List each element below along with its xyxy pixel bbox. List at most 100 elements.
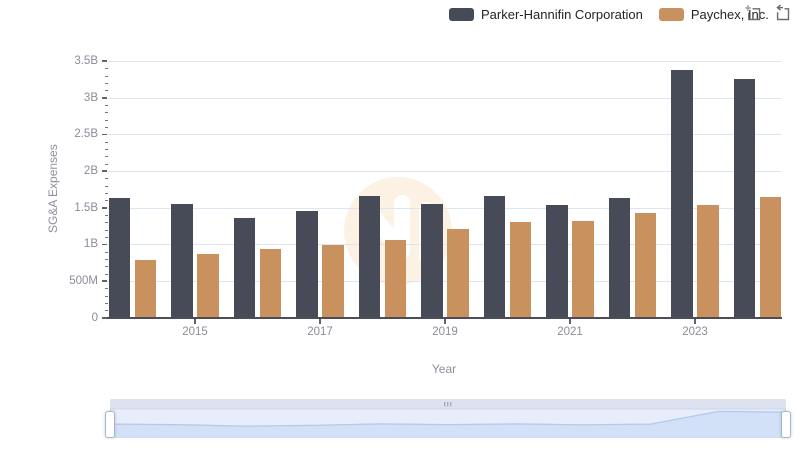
bar-parker-hannifin-2022[interactable] (608, 198, 631, 318)
y-major-tick (102, 243, 107, 246)
x-tick (694, 318, 696, 324)
y-minor-tick (104, 302, 108, 304)
x-tick (444, 318, 446, 324)
bar-paychex-2023[interactable] (697, 205, 719, 318)
y-minor-tick (104, 222, 108, 224)
plot-area: SG&A Expenses 0 500M 1B 1.5B 2B 2.5B 3B 3.5B 20… (46, 54, 782, 376)
y-major-tick (102, 317, 107, 319)
y-minor-tick (104, 90, 108, 92)
bar-parker-hannifin-2017[interactable] (296, 211, 318, 318)
x-tick (194, 318, 196, 324)
grid-line (108, 60, 781, 62)
x-axis-line (107, 316, 782, 319)
y-minor-tick (104, 148, 108, 150)
y-major-tick (102, 280, 107, 282)
y-minor-tick (104, 266, 108, 268)
y-tick-label: 500M (69, 274, 98, 287)
y-minor-tick (104, 119, 108, 121)
bar-parker-hannifin-2023[interactable] (671, 69, 693, 318)
y-minor-tick (104, 288, 108, 290)
navigator-data-shadow-area (110, 411, 786, 438)
bar-paychex-2015[interactable] (197, 253, 219, 318)
bar-parker-hannifin-2021[interactable] (546, 205, 568, 318)
y-tick-label: 1B (83, 238, 98, 251)
grid-line (108, 170, 781, 172)
bar-parker-hannifin-2016[interactable] (233, 217, 256, 318)
y-minor-tick (104, 68, 108, 70)
y-minor-tick (104, 200, 108, 202)
y-minor-tick (104, 236, 108, 238)
navigator-left-handle[interactable] (105, 410, 115, 438)
y-tick-label: 3B (83, 91, 98, 104)
bar-paychex-2019[interactable] (447, 228, 469, 318)
legend-swatch-paychex (658, 7, 684, 21)
y-minor-tick (104, 273, 108, 275)
bar-parker-hannifin-2019[interactable] (421, 203, 443, 318)
y-minor-tick (104, 112, 108, 114)
bar-parker-hannifin-2014[interactable] (108, 198, 131, 318)
bar-parker-hannifin-2024[interactable] (733, 78, 756, 318)
x-tick (569, 318, 571, 324)
x-tick-label: 2021 (557, 326, 583, 338)
grid-line (108, 97, 781, 99)
grid-line (108, 207, 781, 209)
legend-swatch-parker-hannifin (449, 7, 474, 21)
y-minor-tick (104, 251, 108, 253)
y-minor-tick (104, 75, 108, 77)
grid-line (108, 244, 781, 246)
bar-paychex-2020[interactable] (509, 222, 532, 318)
y-minor-tick (104, 229, 108, 231)
y-tick-label: 3.5B (74, 54, 98, 67)
y-minor-tick (104, 156, 108, 158)
y-minor-tick (104, 126, 108, 128)
y-tick-label: 0 (91, 311, 98, 324)
legend-item-parker-hannifin[interactable]: Parker-Hannifin Corporation (449, 7, 643, 22)
y-minor-tick (104, 185, 108, 187)
bar-paychex-2014[interactable] (134, 259, 157, 318)
x-axis-title: Year (431, 362, 457, 376)
y-tick-label: 2.5B (74, 128, 98, 141)
legend-label-parker-hannifin: Parker-Hannifin Corporation (481, 6, 643, 22)
bar-paychex-2018[interactable] (384, 239, 407, 318)
y-minor-tick (104, 310, 108, 312)
move-handle-grip-icon (444, 402, 452, 407)
navigator-right-handle[interactable] (781, 410, 791, 438)
y-minor-tick (104, 82, 108, 84)
x-tick (319, 318, 321, 324)
y-minor-tick (104, 104, 108, 106)
y-minor-tick (104, 163, 108, 165)
bar-parker-hannifin-2015[interactable] (171, 203, 193, 318)
bar-paychex-2021[interactable] (572, 220, 594, 318)
y-major-tick (102, 97, 107, 99)
y-tick-label: 1.5B (74, 201, 98, 214)
y-minor-tick (104, 295, 108, 297)
bar-parker-hannifin-2020[interactable] (483, 195, 506, 318)
navigator-data-shadow-line (110, 410, 786, 427)
x-tick-label: 2017 (307, 326, 333, 338)
grid-line (108, 134, 781, 136)
zoom-restore-icon[interactable] (773, 4, 791, 22)
grid-line (108, 280, 781, 282)
y-minor-tick (104, 141, 108, 143)
y-major-tick (102, 207, 107, 209)
chart-toolbox (744, 4, 791, 22)
x-tick-label: 2023 (682, 326, 708, 338)
bar-paychex-2016[interactable] (259, 248, 282, 318)
bar-paychex-2024[interactable] (759, 197, 782, 318)
y-tick-label: 2B (83, 164, 98, 177)
bar-paychex-2017[interactable] (322, 244, 344, 318)
y-major-tick (102, 133, 107, 136)
y-minor-tick (104, 192, 108, 194)
x-tick-label: 2015 (182, 326, 208, 338)
y-minor-tick (104, 258, 108, 260)
y-major-tick (102, 170, 107, 172)
bar-paychex-2022[interactable] (634, 213, 657, 318)
x-tick-label: 2019 (432, 326, 458, 338)
data-zoom-select-icon[interactable] (744, 4, 762, 22)
y-minor-tick (104, 178, 108, 180)
y-minor-tick (104, 214, 108, 216)
y-major-tick (102, 60, 107, 62)
data-zoom-slider[interactable] (105, 399, 791, 439)
bar-parker-hannifin-2018[interactable] (358, 195, 381, 318)
